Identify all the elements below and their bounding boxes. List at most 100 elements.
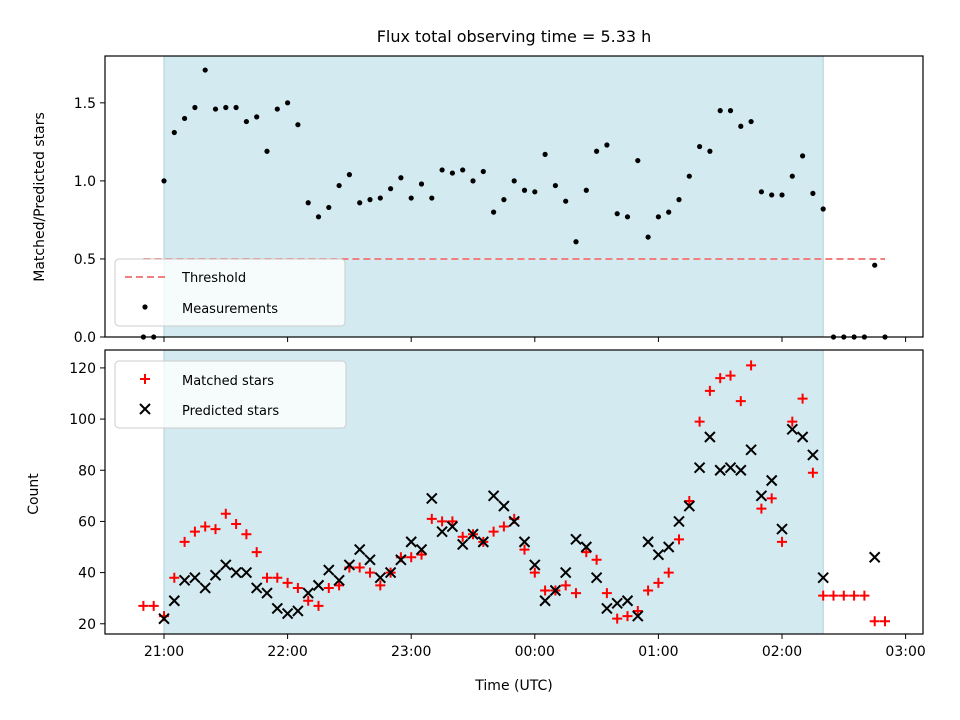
y-tick-label: 100 [69, 412, 96, 428]
bottom-ylabel: Count [26, 473, 42, 515]
measurement-point [233, 104, 239, 111]
matched-point [777, 536, 787, 547]
measurement-point [614, 211, 620, 217]
measurement-point [521, 187, 528, 193]
matched-point [643, 585, 654, 596]
measurement-point [418, 181, 425, 187]
predicted-point [323, 564, 335, 576]
predicted-point [570, 533, 582, 546]
predicted-point [549, 584, 562, 597]
measurement-point [264, 148, 270, 154]
predicted-point [621, 595, 634, 607]
measurement-point [552, 182, 559, 189]
matched-point [674, 534, 684, 545]
matched-point [571, 588, 581, 599]
measurement-point [182, 115, 188, 122]
predicted-point [168, 595, 181, 607]
measurement-point [274, 106, 280, 112]
predicted-point [281, 607, 294, 620]
predicted-point [477, 536, 490, 548]
matched-point [251, 547, 262, 558]
legend-measurements-label: Measurements [182, 302, 278, 317]
measurement-point [666, 209, 672, 215]
measurement-point [439, 167, 445, 173]
series-matched-stars [138, 360, 890, 627]
series-predicted-stars [158, 423, 881, 625]
matched-point [488, 526, 499, 537]
matched-point [220, 508, 231, 519]
y-tick-label: 120 [69, 361, 96, 377]
matched-point [807, 467, 818, 478]
matched-point [334, 580, 345, 591]
x-tick-label: 02:00 [762, 644, 802, 660]
predicted-point [508, 515, 520, 528]
measurement-point [769, 192, 775, 198]
measurement-point [748, 118, 754, 125]
predicted-point [353, 543, 366, 556]
measurement-point [717, 108, 723, 114]
measurement-point [449, 170, 455, 176]
predicted-point [456, 538, 469, 551]
matched-point [426, 513, 437, 524]
predicted-point [693, 461, 706, 474]
legend-top: Threshold Measurements [114, 258, 346, 327]
predicted-point [796, 431, 809, 443]
predicted-point [786, 423, 799, 436]
predicted-point [415, 543, 428, 556]
measurement-point [295, 122, 301, 128]
predicted-point [601, 602, 613, 615]
measurement-point [388, 186, 394, 192]
predicted-point [199, 582, 211, 594]
predicted-point [158, 612, 170, 625]
predicted-point [714, 464, 726, 476]
predicted-point [312, 579, 325, 592]
measurement-point [532, 189, 538, 195]
predicted-point [209, 569, 222, 581]
matched-point [663, 567, 674, 578]
matched-point [457, 531, 468, 542]
measurement-point [460, 167, 466, 173]
matched-point [437, 516, 448, 527]
matched-point [540, 585, 551, 596]
matched-point [138, 600, 149, 611]
measurement-point [779, 192, 785, 198]
y-tick-label: 1.0 [74, 174, 96, 190]
x-tick-label: 00:00 [515, 644, 555, 660]
predicted-point [868, 551, 881, 563]
measurement-point [470, 178, 476, 184]
measurement-point [789, 173, 795, 179]
matched-point [292, 582, 303, 593]
y-tick-label: 80 [78, 463, 96, 479]
matched-point [612, 613, 623, 624]
predicted-point [343, 559, 356, 571]
matched-point [189, 526, 200, 537]
matched-point [447, 516, 458, 527]
predicted-point [529, 559, 541, 571]
measurement-point [367, 197, 373, 203]
y-tick-label: 0.0 [74, 330, 96, 346]
matched-point [169, 572, 180, 583]
measurement-point [377, 195, 383, 201]
measurement-point [202, 67, 208, 73]
legend-measurements-swatch [142, 304, 148, 310]
matched-point [818, 590, 829, 601]
measurement-point [357, 200, 363, 206]
matched-point [406, 552, 417, 563]
predicted-point [250, 582, 263, 594]
matched-point [313, 600, 324, 611]
measurement-point [326, 204, 332, 211]
matched-point [735, 396, 746, 407]
measurement-point [305, 200, 311, 206]
matched-point [859, 590, 870, 601]
legend-predicted-swatch [139, 403, 151, 415]
matched-point [262, 572, 272, 583]
matched-point [519, 544, 530, 555]
predicted-point [333, 574, 345, 586]
predicted-point [580, 541, 593, 553]
measurement-point [645, 234, 651, 240]
legend-matched-label: Matched stars [182, 374, 274, 389]
measurement-point [491, 209, 497, 215]
predicted-point [364, 554, 376, 566]
predicted-point [374, 572, 387, 584]
